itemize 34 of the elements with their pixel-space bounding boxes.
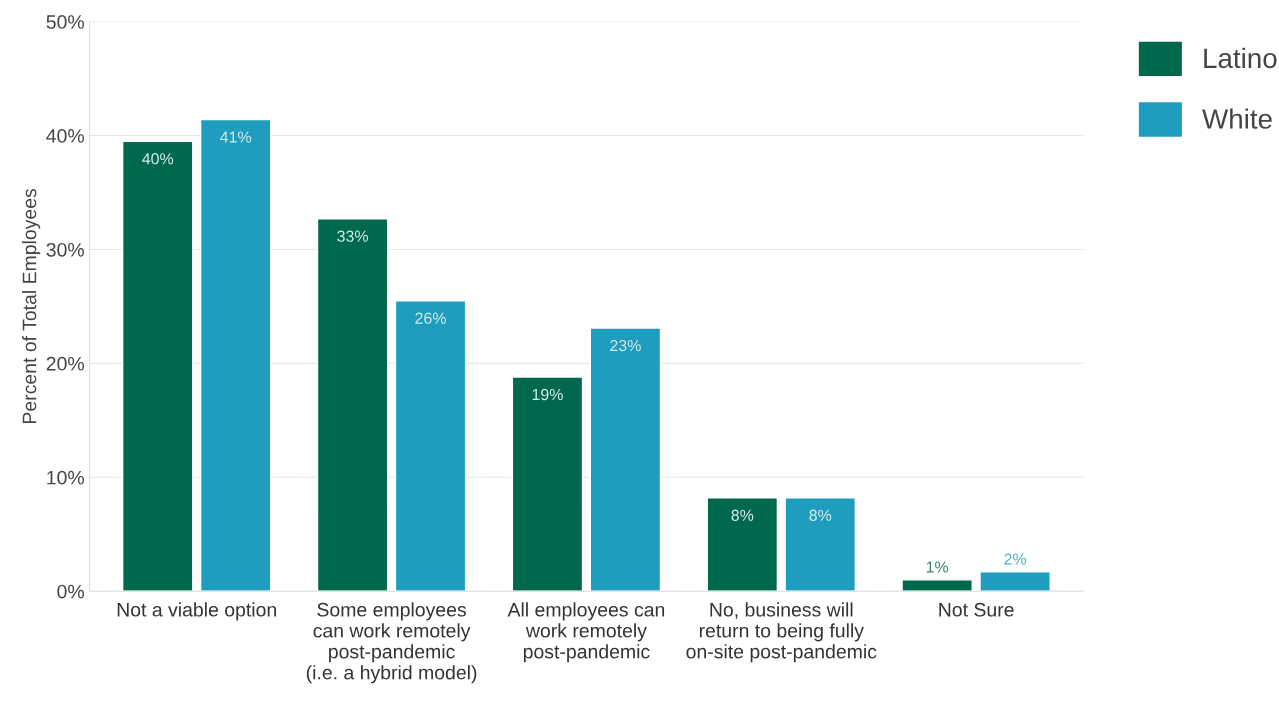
data-label: 33% (337, 230, 369, 242)
bar (589, 327, 662, 592)
bar (979, 571, 1051, 592)
bar (901, 579, 973, 592)
y-tick-label: 10% (47, 470, 84, 485)
data-label: 23% (610, 339, 641, 352)
x-tick-label: Some employees can work remotely post-pandemic (i.e. a hybrid model) (306, 602, 477, 684)
data-label: 2% (1004, 553, 1027, 565)
data-label: 19% (532, 388, 563, 401)
bar (121, 140, 194, 592)
legend-label: White (1202, 108, 1272, 129)
data-label: 8% (809, 509, 832, 521)
y-tick-label: 50% (46, 15, 84, 29)
data-label: 26% (415, 312, 446, 324)
y-tick-label: 0% (57, 584, 84, 599)
x-tick-label: No, business will return to being fully on-site post-pandemic (686, 602, 877, 663)
bar (394, 300, 467, 592)
legend-label: Latino (1204, 47, 1277, 69)
bar (706, 497, 779, 592)
x-tick-label: Not Sure (939, 602, 1014, 617)
bar (316, 218, 389, 592)
y-tick-label: 20% (46, 356, 84, 371)
y-axis-title: Percent of Total Employees (22, 188, 41, 423)
bar (511, 376, 584, 592)
data-label: 1% (926, 561, 949, 573)
data-label: 40% (142, 153, 174, 165)
bar (199, 118, 272, 592)
y-tick-label: 40% (46, 129, 84, 143)
x-tick-label: All employees can work remotely post-pandemic (507, 602, 665, 663)
data-label: 41% (220, 131, 252, 143)
x-tick-label: Not a viable option (117, 602, 276, 621)
y-tick-label: 30% (46, 242, 84, 257)
bar (784, 497, 857, 592)
data-label: 8% (731, 509, 754, 521)
